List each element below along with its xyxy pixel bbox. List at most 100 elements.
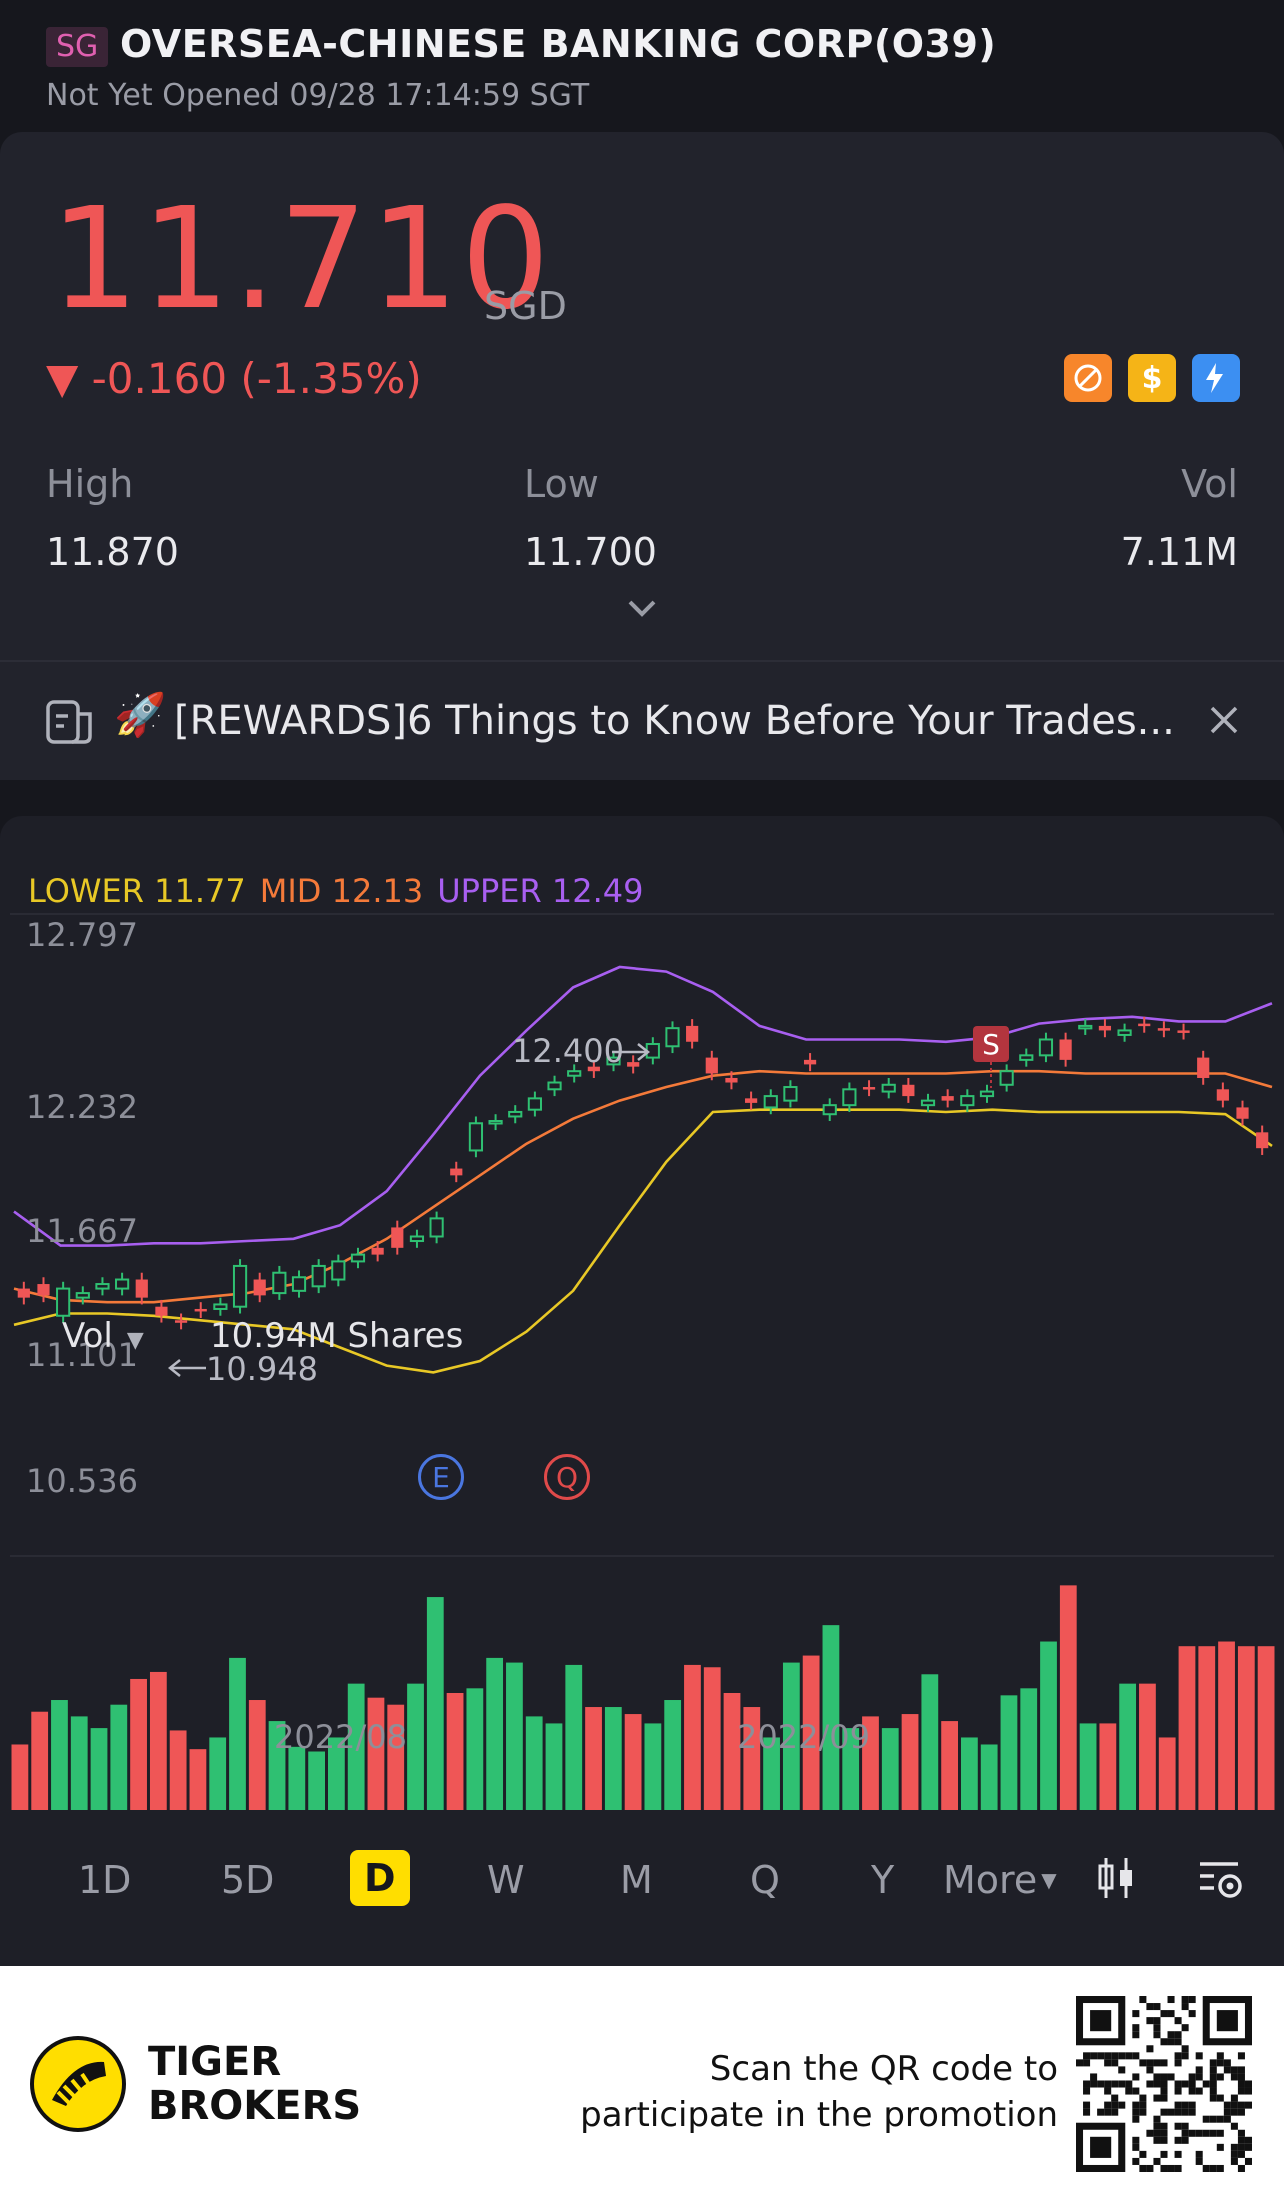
low-marker-arrowhead <box>167 1359 181 1377</box>
qr-module <box>1230 2073 1238 2081</box>
volume-bar <box>426 1597 444 1810</box>
volume-bar <box>842 1728 860 1810</box>
qr-module <box>1181 2101 1189 2109</box>
qr-module <box>1125 2080 1133 2088</box>
candle <box>842 1088 857 1107</box>
tab-1d[interactable]: 1D <box>78 1858 132 1902</box>
candle <box>1059 1039 1072 1060</box>
lightning-icon[interactable] <box>1192 354 1240 402</box>
chart-settings-icon[interactable] <box>1196 1856 1246 1902</box>
candlestick-type-icon[interactable] <box>1094 1854 1138 1902</box>
tab-yearly[interactable]: Y <box>871 1858 895 1902</box>
qr-module <box>1223 2108 1231 2116</box>
candle <box>253 1279 266 1296</box>
candle <box>999 1070 1014 1086</box>
qr-module <box>1139 2094 1147 2102</box>
qr-module <box>1090 2080 1098 2088</box>
qr-module <box>1237 2108 1245 2116</box>
quarterly-event-icon[interactable]: Q <box>544 1454 590 1500</box>
tab-daily[interactable]: D <box>350 1850 410 1906</box>
currency: SGD <box>484 284 567 328</box>
qr-module <box>1132 2031 1140 2039</box>
qr-module <box>1230 2101 1238 2109</box>
chart-panel[interactable]: LOWER 11.77 MID 12.13 UPPER 12.49 S 12.797… <box>0 816 1284 1966</box>
qr-module <box>1237 2150 1245 2158</box>
earnings-event-icon[interactable]: E <box>418 1454 464 1500</box>
volume-bar <box>1158 1737 1176 1810</box>
candle <box>213 1303 228 1310</box>
qr-module <box>1230 2143 1238 2151</box>
candle <box>920 1099 936 1107</box>
qr-module <box>1160 2073 1168 2081</box>
qr-module <box>1132 2052 1140 2060</box>
candle <box>350 1253 366 1263</box>
qr-module <box>1139 1996 1147 2004</box>
volume-bar <box>901 1714 919 1810</box>
volume-bar <box>1119 1683 1137 1810</box>
volume-bar <box>268 1721 286 1810</box>
qr-module <box>1209 2080 1217 2088</box>
volume-bar <box>31 1711 49 1810</box>
qr-module <box>1160 2164 1168 2172</box>
legend-mid: MID 12.13 <box>259 872 424 910</box>
qr-module <box>1188 2101 1196 2109</box>
close-icon[interactable] <box>1206 702 1242 738</box>
qr-module <box>1097 2052 1105 2060</box>
tab-quarterly[interactable]: Q <box>750 1858 780 1902</box>
qr-module <box>1132 2143 1140 2151</box>
tab-more[interactable]: More ▼ <box>943 1858 1057 1902</box>
kline-chart[interactable]: S <box>0 816 1284 1966</box>
market-status: Not Yet Opened 09/28 17:14:59 SGT <box>46 78 590 113</box>
band-mid-line <box>13 1069 1273 1304</box>
qr-module <box>1237 2164 1245 2172</box>
volume-bar <box>941 1721 958 1810</box>
qr-module <box>1153 2080 1161 2088</box>
no-short-icon[interactable] <box>1064 354 1112 402</box>
brand-line-2: BROKERS <box>148 2083 362 2129</box>
news-icon <box>46 700 92 744</box>
brand-line-1: TIGER <box>148 2039 282 2085</box>
announcement-text[interactable]: [REWARDS]6 Things to Know Before Your Tr… <box>174 698 1175 744</box>
qr-module <box>1230 2094 1238 2102</box>
promo-line-2: participate in the promotion <box>580 2095 1058 2135</box>
qr-module <box>1181 2003 1189 2011</box>
qr-module <box>1153 2017 1161 2025</box>
chevron-down-icon[interactable] <box>622 594 662 624</box>
candle <box>763 1095 778 1109</box>
tab-5d[interactable]: 5D <box>221 1858 275 1902</box>
qr-module <box>1202 2164 1210 2172</box>
candle <box>665 1027 680 1048</box>
volume-bar <box>70 1716 88 1810</box>
qr-code[interactable] <box>1076 1996 1252 2172</box>
qr-module <box>1202 2129 1210 2137</box>
qr-module <box>1244 2157 1252 2165</box>
volume-bar <box>585 1707 602 1810</box>
volume-bar <box>328 1737 345 1810</box>
announcement-bar[interactable]: 🚀 [REWARDS]6 Things to Know Before Your … <box>0 660 1284 780</box>
sell-signal-badge[interactable] <box>973 1026 1009 1062</box>
candle <box>75 1292 90 1299</box>
volume-bar <box>347 1683 365 1810</box>
brand-name: TIGER BROKERS <box>148 2040 361 2128</box>
candle <box>409 1235 425 1243</box>
volume-indicator-select[interactable]: Vol ▼ <box>62 1316 144 1356</box>
tab-weekly[interactable]: W <box>487 1858 525 1902</box>
volume-bar <box>367 1697 385 1810</box>
dollar-icon[interactable]: $ <box>1128 354 1176 402</box>
qr-module <box>1244 2136 1252 2144</box>
volume-bar <box>189 1749 207 1810</box>
candle <box>468 1122 484 1152</box>
qr-module <box>1153 2129 1161 2137</box>
tab-monthly[interactable]: M <box>620 1858 653 1902</box>
qr-module <box>1160 2150 1168 2158</box>
candle <box>95 1283 110 1290</box>
qr-module <box>1083 2108 1091 2116</box>
qr-finder <box>1090 2136 1112 2158</box>
qr-module <box>1216 2143 1224 2151</box>
qr-module <box>1146 2045 1154 2053</box>
candle <box>1157 1028 1170 1031</box>
volume-bar <box>110 1704 128 1810</box>
low-label: Low <box>524 462 599 506</box>
volume-bar <box>644 1723 662 1810</box>
